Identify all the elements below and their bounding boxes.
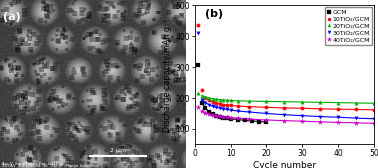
30TiO₂/GCM xyxy=(207,104,211,106)
30TiO₂/GCM xyxy=(372,118,376,120)
10TiO₂/GCM xyxy=(210,101,215,103)
30TiO₂/GCM xyxy=(282,114,287,116)
Line: 20TiO₂/GCM: 20TiO₂/GCM xyxy=(200,94,376,105)
30TiO₂/GCM xyxy=(300,115,305,117)
X-axis label: Cycle number: Cycle number xyxy=(253,161,316,168)
Y-axis label: Discharge capacity/mAh g⁻¹: Discharge capacity/mAh g⁻¹ xyxy=(163,18,172,132)
10TiO₂/GCM xyxy=(264,106,269,108)
GCM xyxy=(210,113,215,115)
20TiO₂/GCM xyxy=(235,100,240,102)
GCM xyxy=(218,116,222,118)
40TiO₂/GCM xyxy=(228,117,233,119)
Line: 40TiO₂/GCM: 40TiO₂/GCM xyxy=(200,109,376,126)
10TiO₂/GCM xyxy=(318,108,323,110)
GCM xyxy=(214,115,218,117)
30TiO₂/GCM xyxy=(264,113,269,115)
20TiO₂/GCM xyxy=(372,102,376,104)
40TiO₂/GCM xyxy=(210,114,215,116)
GCM xyxy=(225,117,229,119)
Text: (a): (a) xyxy=(3,12,21,22)
20TiO₂/GCM xyxy=(246,100,251,102)
10TiO₂/GCM xyxy=(336,108,341,110)
40TiO₂/GCM xyxy=(225,116,229,118)
30TiO₂/GCM xyxy=(246,111,251,113)
40TiO₂/GCM xyxy=(282,120,287,122)
20TiO₂/GCM xyxy=(228,99,233,101)
40TiO₂/GCM xyxy=(221,116,226,118)
20TiO₂/GCM xyxy=(221,99,226,101)
40TiO₂/GCM xyxy=(300,120,305,122)
30TiO₂/GCM xyxy=(221,108,226,110)
30TiO₂/GCM xyxy=(225,109,229,111)
Line: 30TiO₂/GCM: 30TiO₂/GCM xyxy=(200,98,376,120)
10TiO₂/GCM xyxy=(300,107,305,109)
40TiO₂/GCM xyxy=(200,110,204,112)
30TiO₂/GCM xyxy=(318,116,323,118)
40TiO₂/GCM xyxy=(264,119,269,121)
30TiO₂/GCM xyxy=(214,106,218,108)
GCM xyxy=(207,111,211,113)
40TiO₂/GCM xyxy=(218,115,222,117)
GCM xyxy=(235,119,240,121)
10TiO₂/GCM xyxy=(207,99,211,101)
10TiO₂/GCM xyxy=(218,103,222,105)
40TiO₂/GCM xyxy=(246,118,251,120)
30TiO₂/GCM xyxy=(228,109,233,111)
GCM xyxy=(228,118,233,120)
10TiO₂/GCM xyxy=(282,107,287,109)
GCM xyxy=(243,119,247,121)
20TiO₂/GCM xyxy=(218,99,222,101)
30TiO₂/GCM xyxy=(354,117,358,119)
10TiO₂/GCM xyxy=(246,106,251,108)
20TiO₂/GCM xyxy=(200,95,204,97)
Text: Acc.V  SpotMagn   Det  WD Exp: Acc.V SpotMagn Det WD Exp xyxy=(2,162,64,166)
40TiO₂/GCM xyxy=(203,112,208,114)
20TiO₂/GCM xyxy=(210,98,215,100)
30TiO₂/GCM xyxy=(200,99,204,101)
40TiO₂/GCM xyxy=(354,122,358,124)
20TiO₂/GCM xyxy=(203,96,208,98)
Text: 2 μm: 2 μm xyxy=(110,148,126,153)
GCM xyxy=(200,102,204,104)
GCM xyxy=(221,117,226,119)
40TiO₂/GCM xyxy=(207,113,211,115)
40TiO₂/GCM xyxy=(336,121,341,123)
20TiO₂/GCM xyxy=(282,101,287,103)
20TiO₂/GCM xyxy=(336,102,341,104)
30TiO₂/GCM xyxy=(235,110,240,112)
20TiO₂/GCM xyxy=(207,97,211,99)
20TiO₂/GCM xyxy=(300,101,305,103)
GCM xyxy=(264,121,269,123)
40TiO₂/GCM xyxy=(318,121,323,123)
10TiO₂/GCM xyxy=(372,109,376,111)
40TiO₂/GCM xyxy=(214,115,218,117)
10TiO₂/GCM xyxy=(354,109,358,111)
Line: GCM: GCM xyxy=(200,101,268,124)
GCM xyxy=(257,121,262,123)
10TiO₂/GCM xyxy=(228,104,233,107)
20TiO₂/GCM xyxy=(214,98,218,100)
40TiO₂/GCM xyxy=(235,117,240,119)
Text: (b): (b) xyxy=(206,9,223,19)
20TiO₂/GCM xyxy=(318,101,323,103)
20TiO₂/GCM xyxy=(264,100,269,102)
10TiO₂/GCM xyxy=(203,97,208,99)
GCM xyxy=(250,120,254,122)
10TiO₂/GCM xyxy=(214,102,218,104)
20TiO₂/GCM xyxy=(225,99,229,101)
10TiO₂/GCM xyxy=(221,103,226,106)
10TiO₂/GCM xyxy=(225,104,229,106)
Line: 10TiO₂/GCM: 10TiO₂/GCM xyxy=(204,96,376,112)
30TiO₂/GCM xyxy=(210,105,215,107)
40TiO₂/GCM xyxy=(372,122,376,124)
30TiO₂/GCM xyxy=(218,107,222,109)
10TiO₂/GCM xyxy=(235,105,240,107)
Text: 20.0kV  3.0 10000x  SE  9.0  0   Tianjin University: 20.0kV 3.0 10000x SE 9.0 0 Tianjin Unive… xyxy=(2,163,99,167)
30TiO₂/GCM xyxy=(336,116,341,118)
20TiO₂/GCM xyxy=(354,102,358,104)
30TiO₂/GCM xyxy=(203,102,208,104)
Legend: GCM, 10TiO₂/GCM, 20TiO₂/GCM, 30TiO₂/GCM, 40TiO₂/GCM: GCM, 10TiO₂/GCM, 20TiO₂/GCM, 30TiO₂/GCM,… xyxy=(325,7,372,45)
GCM xyxy=(203,107,208,109)
